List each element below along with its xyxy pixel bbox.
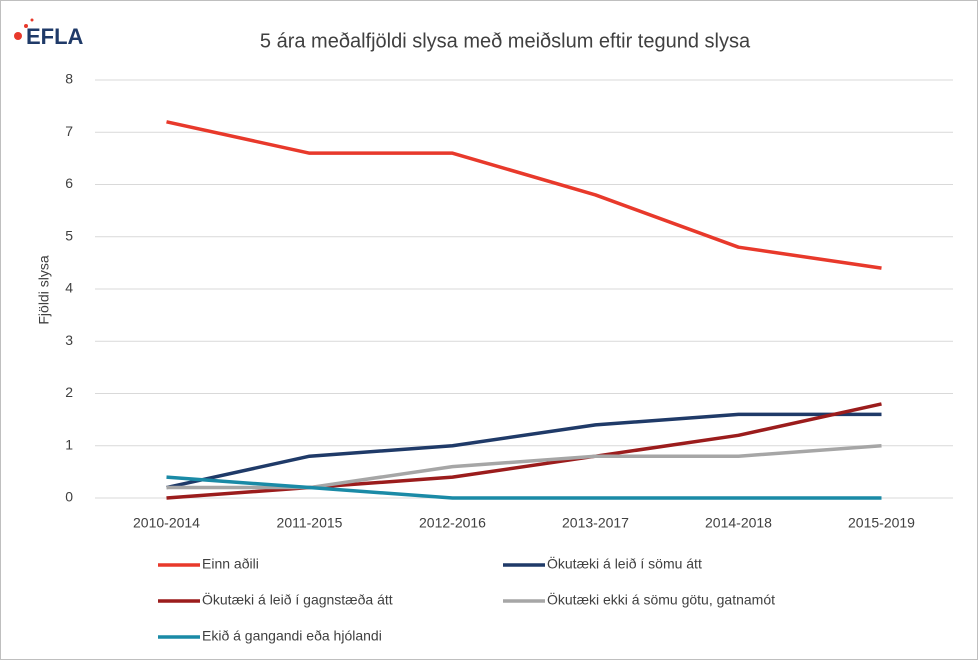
y-tick-label: 1 <box>65 436 73 452</box>
x-tick-label: 2010-2014 <box>133 515 200 531</box>
y-tick-label: 3 <box>65 332 73 348</box>
legend-label: Ekið á gangandi eða hjólandi <box>202 628 382 644</box>
legend-label: Ökutæki á leið í gagnstæða átt <box>202 591 393 608</box>
logo-dot <box>30 18 34 22</box>
legend-label: Einn aðili <box>202 556 259 572</box>
series-line <box>166 475 882 500</box>
y-tick-label: 7 <box>65 123 73 139</box>
series-line <box>166 412 882 490</box>
y-tick-label: 5 <box>65 227 73 243</box>
x-tick-label: 2011-2015 <box>277 515 343 531</box>
x-tick-label: 2015-2019 <box>848 515 915 531</box>
x-tick-label: 2013-2017 <box>562 515 629 531</box>
y-tick-label: 4 <box>65 280 73 296</box>
y-axis-label: Fjöldi slysa <box>36 255 52 324</box>
logo-dot <box>24 24 28 28</box>
chart-title: 5 ára meðalfjöldi slysa með meiðslum eft… <box>260 30 751 52</box>
y-tick-label: 6 <box>65 175 73 191</box>
legend-label: Ökutæki ekki á sömu götu, gatnamót <box>547 591 775 608</box>
legend-label: Ökutæki á leið í sömu átt <box>547 555 702 572</box>
logo: EFLA <box>26 24 84 49</box>
logo-dot <box>14 32 22 40</box>
series-line <box>166 120 882 270</box>
y-tick-label: 2 <box>65 384 73 400</box>
y-tick-label: 8 <box>65 71 73 87</box>
x-tick-label: 2014-2018 <box>705 515 772 531</box>
x-tick-label: 2012-2016 <box>419 515 486 531</box>
y-tick-label: 0 <box>65 489 73 505</box>
